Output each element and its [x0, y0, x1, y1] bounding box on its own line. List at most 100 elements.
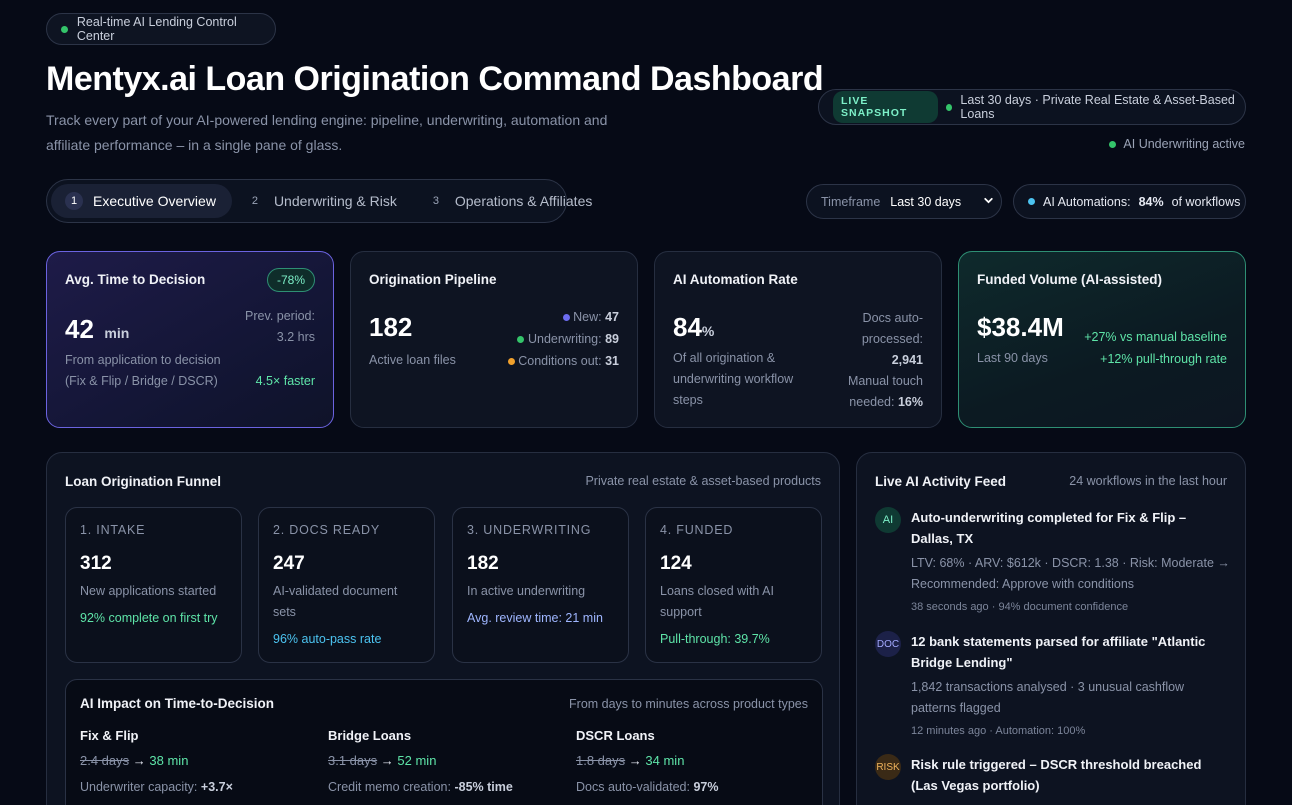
time-before: 3.1 days	[328, 753, 378, 768]
pipeline-new: New: 47	[508, 306, 619, 328]
manual-touch-value: 16%	[897, 395, 923, 409]
tab-underwriting-risk[interactable]: 2 Underwriting & Risk	[232, 184, 413, 218]
kpi-unit: %	[701, 323, 715, 339]
impact-product-dscr: DSCR Loans 1.8 days → 34 min Docs auto-v…	[576, 728, 718, 794]
pipeline-uw-value: 89	[605, 332, 619, 346]
stage-highlight: Avg. review time: 21 min	[467, 611, 603, 625]
stage-label: 4. FUNDED	[660, 523, 734, 537]
tab-number: 2	[251, 195, 258, 207]
docs-auto-label: Docs auto-processed:	[861, 311, 923, 346]
risk-icon: RISK	[875, 754, 901, 780]
feed-detail: 1,842 transactions analysed · 3 unusual …	[911, 680, 1185, 715]
live-snapshot-badge: LIVE SNAPSHOT	[833, 91, 939, 123]
kpi-title: Avg. Time to Decision	[65, 272, 206, 287]
timeframe-select[interactable]: Timeframe Last 30 days	[806, 184, 1002, 219]
metric-value: 97%	[693, 780, 719, 794]
tab-label: Operations & Affiliates	[454, 193, 593, 209]
feed-headline: Risk rule triggered – DSCR threshold bre…	[911, 757, 1202, 793]
kpi-value: 42	[65, 314, 94, 344]
automations-pill[interactable]: AI Automations: 84% of workflows	[1013, 184, 1246, 219]
time-before: 1.8 days	[576, 753, 626, 768]
impact-note: From days to minutes across product type…	[569, 697, 808, 711]
feed-meta: 38 seconds ago · 94% document confidence	[911, 601, 1129, 613]
funnel-section: Loan Origination Funnel Private real est…	[46, 452, 840, 805]
pipeline-conditions: Conditions out: 31	[507, 350, 619, 372]
time-after: 38 min	[149, 753, 189, 768]
tab-executive-overview[interactable]: 1 Executive Overview	[51, 184, 232, 218]
tab-number: 1	[65, 192, 83, 210]
stage-label: 2. DOCS READY	[273, 523, 380, 537]
timeframe-label: Timeframe	[821, 194, 881, 209]
product-name: Bridge Loans	[328, 728, 412, 743]
tab-operations-affiliates[interactable]: 3 Operations & Affiliates	[413, 184, 608, 218]
funnel-stage-funded: 4. FUNDED 124 Loans closed with AI suppo…	[645, 507, 822, 663]
pipeline-new-value: 47	[605, 310, 619, 324]
metric-value: +3.7×	[200, 780, 233, 794]
automations-value: 84%	[1138, 194, 1164, 209]
automation-dot-icon	[1028, 198, 1035, 205]
header-pill-label: Real-time AI Lending Control Center	[76, 15, 237, 43]
impact-product-bridge: Bridge Loans 3.1 days → 52 min Credit me…	[328, 728, 513, 794]
kpi-title: AI Automation Rate	[673, 272, 798, 287]
product-name: DSCR Loans	[576, 728, 655, 743]
change-badge: -78%	[266, 268, 315, 292]
feed-item[interactable]: DOC 12 bank statements parsed for affili…	[875, 631, 1231, 737]
live-dot-icon	[61, 25, 68, 33]
impact-product-fix-flip: Fix & Flip 2.4 days → 38 min Underwriter…	[80, 728, 233, 794]
funnel-note: Private real estate & asset-based produc…	[585, 474, 821, 488]
underwriting-dot-icon	[517, 336, 525, 343]
ai-icon: AI	[875, 507, 901, 533]
stage-highlight: 92% complete on first try	[80, 611, 218, 625]
new-dot-icon	[562, 314, 570, 321]
kpi-description: Last 90 days	[977, 351, 1048, 365]
document-icon: DOC	[875, 631, 901, 657]
stage-label: 1. INTAKE	[80, 523, 146, 537]
page-title: Mentyx.ai Loan Origination Command Dashb…	[46, 60, 824, 98]
manual-touch-label: Manual touch needed:	[847, 374, 923, 409]
feed-note: 24 workflows in the last hour	[1069, 474, 1227, 488]
feed-headline: 12 bank statements parsed for affiliate …	[911, 634, 1206, 670]
kpi-unit: min	[104, 325, 130, 341]
pipeline-new-label: New:	[573, 310, 602, 324]
status-dot-icon	[1109, 140, 1117, 148]
chevron-down-icon	[983, 195, 994, 209]
time-after: 34 min	[645, 753, 685, 768]
timeframe-value: Last 30 days	[890, 194, 962, 209]
tab-label: Executive Overview	[93, 193, 216, 209]
product-name: Fix & Flip	[80, 728, 139, 743]
kpi-value: 84	[673, 312, 702, 342]
conditions-dot-icon	[507, 358, 515, 365]
feed-item[interactable]: AI Auto-underwriting completed for Fix &…	[875, 507, 1231, 613]
tab-label: Underwriting & Risk	[273, 193, 397, 209]
docs-auto-value: 2,941	[891, 353, 923, 367]
pipeline-uw-label: Underwriting:	[527, 332, 602, 346]
stage-description: AI-validated document sets	[273, 584, 398, 619]
feed-recommendation: Recommended: Approve with conditions	[911, 577, 1135, 591]
pipeline-cond-label: Conditions out:	[518, 354, 602, 368]
stage-value: 124	[660, 553, 692, 574]
automations-prefix: AI Automations:	[1043, 194, 1131, 209]
header-pill: Real-time AI Lending Control Center	[46, 13, 276, 45]
tab-number: 3	[432, 195, 439, 207]
kpi-prev-period: Prev. period: 3.2 hrs	[245, 309, 315, 344]
kpi-card-automation-rate: AI Automation Rate 84% Of all originatio…	[654, 251, 942, 428]
time-before: 2.4 days	[80, 753, 130, 768]
kpi-description: Active loan files	[369, 353, 456, 367]
funnel-stage-docs-ready: 2. DOCS READY 247 AI-validated document …	[258, 507, 435, 663]
snapshot-pill: LIVE SNAPSHOT Last 30 days · Private Rea…	[818, 89, 1246, 125]
stage-label: 3. UNDERWRITING	[467, 523, 592, 537]
snapshot-text: Last 30 days · Private Real Estate & Ass…	[960, 93, 1235, 121]
stage-highlight: Pull-through: 39.7%	[660, 632, 770, 646]
feed-item[interactable]: RISK Risk rule triggered – DSCR threshol…	[875, 754, 1231, 796]
stage-description: In active underwriting	[467, 584, 586, 598]
ai-status-label: AI Underwriting active	[1123, 137, 1245, 151]
kpi-faster: 4.5× faster	[255, 374, 315, 388]
kpi-description: From application to decision (Fix & Flip…	[65, 353, 221, 388]
feed-meta: 12 minutes ago · Automation: 100%	[911, 725, 1086, 737]
stage-value: 312	[80, 553, 112, 574]
tab-bar: 1 Executive Overview 2 Underwriting & Ri…	[46, 179, 592, 223]
pipeline-underwriting: Underwriting: 89	[508, 328, 619, 350]
impact-panel: AI Impact on Time-to-Decision From days …	[65, 679, 823, 805]
metric-label: Credit memo creation:	[328, 780, 451, 794]
pipeline-cond-value: 31	[605, 354, 619, 368]
